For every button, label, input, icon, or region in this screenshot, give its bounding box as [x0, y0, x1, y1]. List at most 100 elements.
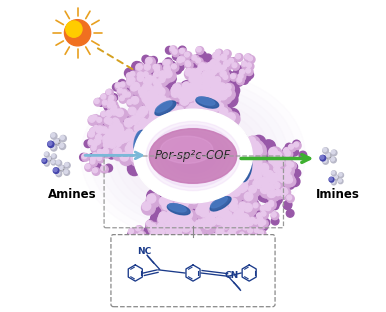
- Circle shape: [153, 141, 166, 153]
- Circle shape: [231, 226, 243, 238]
- Circle shape: [231, 246, 236, 251]
- Circle shape: [173, 84, 181, 92]
- Circle shape: [262, 170, 270, 177]
- Circle shape: [195, 156, 205, 166]
- Circle shape: [195, 128, 202, 135]
- Circle shape: [207, 181, 221, 195]
- Circle shape: [188, 90, 202, 104]
- Circle shape: [203, 244, 208, 249]
- Circle shape: [197, 103, 211, 117]
- Circle shape: [158, 96, 171, 110]
- Circle shape: [208, 159, 222, 173]
- Circle shape: [94, 126, 98, 130]
- Circle shape: [234, 160, 243, 169]
- Circle shape: [169, 125, 183, 139]
- Circle shape: [129, 119, 143, 133]
- Circle shape: [253, 167, 266, 179]
- Circle shape: [94, 130, 102, 138]
- Circle shape: [144, 72, 148, 76]
- Circle shape: [197, 113, 210, 125]
- Circle shape: [154, 144, 168, 158]
- Circle shape: [283, 175, 295, 187]
- Circle shape: [185, 162, 195, 172]
- Circle shape: [208, 178, 222, 192]
- Circle shape: [149, 108, 163, 122]
- Circle shape: [186, 173, 193, 180]
- Circle shape: [48, 142, 52, 145]
- Circle shape: [186, 154, 192, 160]
- Circle shape: [161, 119, 170, 128]
- Circle shape: [206, 213, 215, 222]
- Circle shape: [212, 144, 226, 158]
- Circle shape: [232, 165, 245, 179]
- Circle shape: [206, 155, 218, 167]
- Circle shape: [141, 237, 149, 245]
- Circle shape: [214, 171, 226, 183]
- Circle shape: [105, 133, 115, 144]
- Circle shape: [208, 197, 220, 210]
- Circle shape: [153, 140, 161, 149]
- Circle shape: [179, 135, 192, 147]
- Circle shape: [236, 218, 242, 224]
- Circle shape: [194, 155, 206, 168]
- Circle shape: [212, 146, 225, 158]
- Circle shape: [140, 90, 149, 99]
- Circle shape: [230, 242, 240, 252]
- Circle shape: [232, 171, 245, 185]
- Circle shape: [227, 185, 241, 200]
- Circle shape: [211, 151, 223, 163]
- Circle shape: [198, 135, 210, 147]
- Circle shape: [111, 105, 119, 113]
- Circle shape: [97, 156, 102, 160]
- Circle shape: [205, 156, 211, 163]
- Circle shape: [159, 123, 173, 136]
- Circle shape: [190, 110, 204, 124]
- Circle shape: [81, 154, 89, 161]
- Circle shape: [94, 98, 102, 106]
- Circle shape: [262, 168, 269, 174]
- Circle shape: [216, 50, 220, 55]
- Circle shape: [156, 100, 170, 114]
- Circle shape: [200, 161, 214, 176]
- Circle shape: [218, 159, 231, 173]
- Circle shape: [198, 199, 212, 213]
- Circle shape: [187, 147, 197, 157]
- Circle shape: [186, 158, 196, 168]
- Circle shape: [159, 144, 171, 156]
- Circle shape: [166, 239, 172, 245]
- Circle shape: [196, 58, 201, 63]
- Circle shape: [320, 155, 326, 161]
- Circle shape: [145, 158, 154, 167]
- Circle shape: [180, 227, 192, 239]
- Circle shape: [191, 232, 196, 237]
- Circle shape: [157, 135, 171, 149]
- Circle shape: [186, 134, 196, 144]
- Circle shape: [185, 133, 195, 143]
- Circle shape: [253, 170, 266, 183]
- Circle shape: [207, 154, 218, 166]
- Circle shape: [104, 100, 112, 108]
- Circle shape: [162, 135, 176, 149]
- Circle shape: [204, 156, 214, 166]
- Circle shape: [143, 236, 151, 244]
- Circle shape: [159, 196, 173, 210]
- Circle shape: [160, 229, 168, 237]
- Circle shape: [169, 153, 183, 167]
- Circle shape: [152, 78, 163, 89]
- Circle shape: [182, 153, 189, 159]
- Circle shape: [274, 152, 282, 159]
- Circle shape: [217, 168, 230, 180]
- Circle shape: [220, 162, 233, 174]
- Circle shape: [171, 140, 178, 146]
- Circle shape: [157, 98, 169, 110]
- Circle shape: [177, 134, 185, 141]
- Circle shape: [190, 141, 200, 151]
- Circle shape: [175, 151, 183, 158]
- Circle shape: [185, 152, 193, 159]
- Circle shape: [200, 139, 213, 151]
- Circle shape: [169, 132, 181, 144]
- Circle shape: [184, 193, 192, 201]
- Circle shape: [138, 78, 148, 88]
- Circle shape: [146, 76, 156, 86]
- Circle shape: [268, 147, 282, 161]
